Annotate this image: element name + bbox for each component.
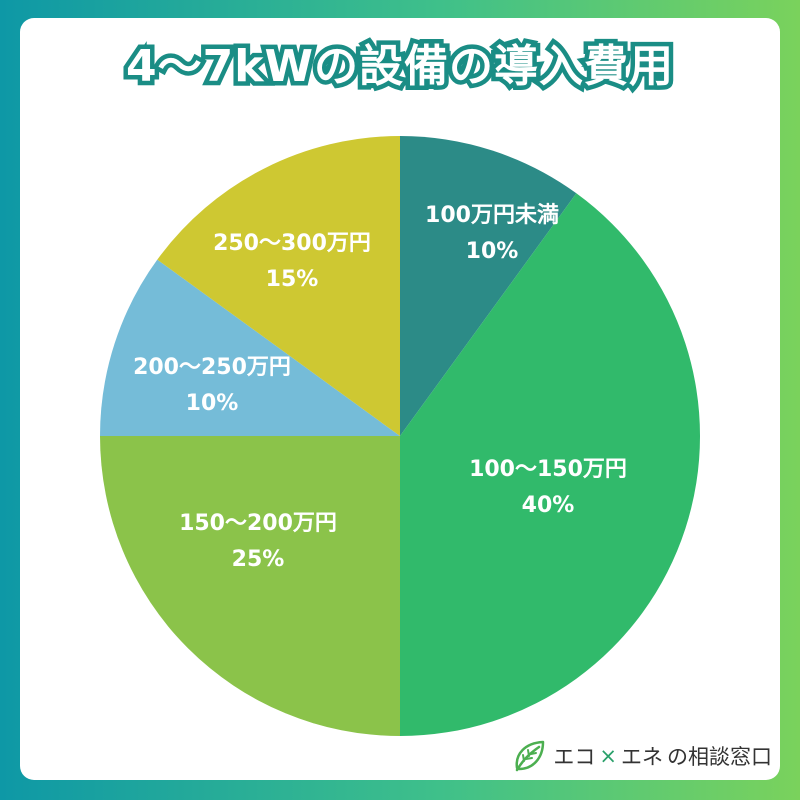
- chart-title: 4〜7kWの設備の導入費用: [121, 37, 677, 97]
- slice-percent-2: 40%: [522, 493, 575, 518]
- brand-logo: エコ × エネ の相談窓口: [509, 736, 772, 776]
- brand-name-ene: エネ: [621, 745, 663, 769]
- slice-percent-1: 10%: [466, 239, 519, 264]
- brand-name-rest: の相談窓口: [667, 745, 772, 769]
- slice-label-2: 100〜150万円: [469, 457, 627, 482]
- pie-labels: 100万円未満 10% 100〜150万円 40% 150〜200万円 25% 200〜25…: [133, 202, 627, 572]
- slice-percent-3: 25%: [232, 547, 285, 572]
- brand-separator: ×: [599, 744, 617, 768]
- slice-label-3: 150〜200万円: [179, 511, 337, 536]
- slice-label-4: 200〜250万円: [133, 355, 291, 380]
- slice-label-1: 100万円未満: [425, 202, 559, 228]
- pie-slice-1: [400, 136, 577, 436]
- pie-slice-4: [100, 259, 400, 436]
- pie-slices: [100, 135, 701, 737]
- pie-slice-2: [400, 193, 701, 737]
- leaf-icon: [515, 740, 545, 772]
- slice-percent-5: 15%: [266, 267, 319, 292]
- slice-percent-4: 10%: [186, 391, 239, 416]
- brand-name-eco: エコ: [553, 745, 596, 769]
- pie-slice-3: [100, 436, 400, 736]
- slice-label-5: 250〜300万円: [213, 231, 371, 256]
- pie-slice-5: [157, 135, 400, 436]
